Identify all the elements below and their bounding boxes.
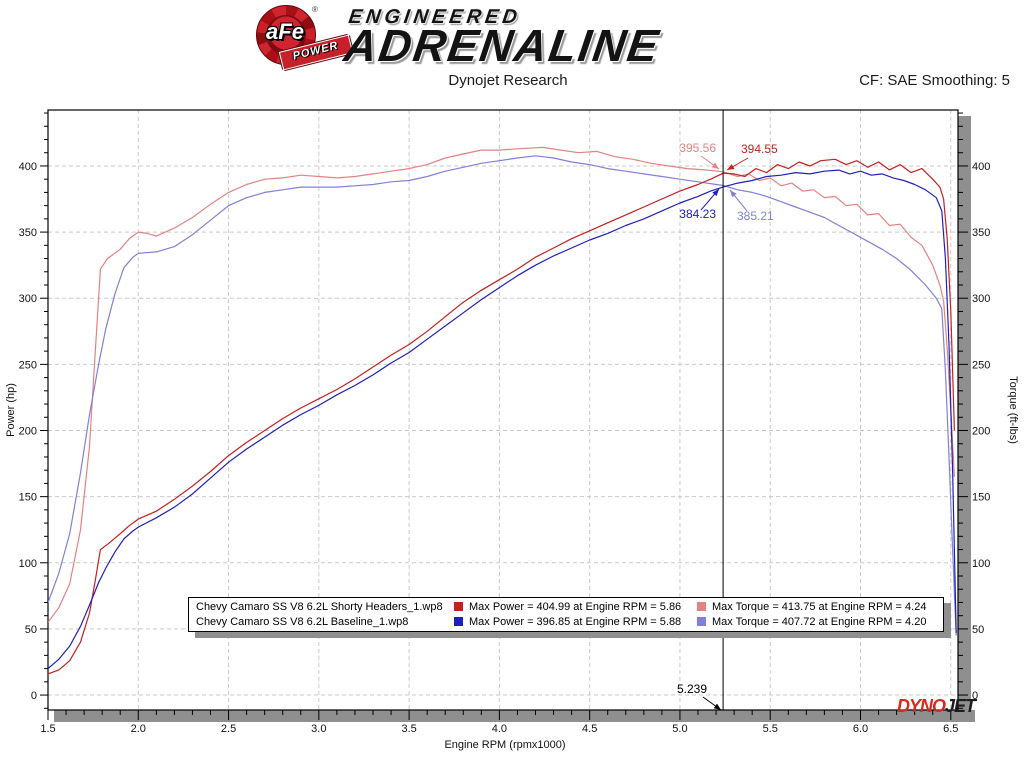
svg-text:150: 150 [19, 492, 37, 504]
svg-text:350: 350 [19, 227, 37, 239]
afe-power-logo: aFe ® POWER [256, 5, 356, 71]
axis-ticks [40, 112, 968, 720]
legend-max-torque: Max Torque = 413.75 at Engine RPM = 4.24 [712, 600, 927, 613]
y-axis-title-right: Torque (ft-lbs) [1007, 376, 1019, 444]
legend-run-name: Chevy Camaro SS V8 6.2L Baseline_1.wp8 [196, 615, 409, 628]
svg-text:6.0: 6.0 [853, 723, 868, 735]
svg-text:3.0: 3.0 [311, 723, 326, 735]
curve-power_baseline [48, 169, 957, 670]
power-swatch-icon [454, 602, 463, 611]
svg-text:4.5: 4.5 [582, 723, 597, 735]
header: aFe ® POWER ENGINEERED ADRENALINE Dynoje… [0, 0, 1024, 100]
svg-text:0: 0 [31, 690, 37, 702]
svg-text:2.5: 2.5 [221, 723, 236, 735]
smoothing-label: CF: SAE Smoothing: 5 [859, 72, 1010, 89]
svg-text:50: 50 [972, 624, 984, 636]
brand-line-adrenaline: ADRENALINE [341, 20, 664, 71]
svg-text:400: 400 [19, 161, 37, 173]
legend-row: Chevy Camaro SS V8 6.2L Shorty Headers_1… [189, 599, 943, 614]
svg-text:100: 100 [19, 558, 37, 570]
legend-max-power: Max Power = 404.99 at Engine RPM = 5.86 [469, 600, 682, 613]
svg-text:3.5: 3.5 [401, 723, 416, 735]
chart-title: Dynojet Research [448, 72, 568, 89]
power-swatch-icon [454, 617, 463, 626]
svg-text:0: 0 [972, 690, 978, 702]
series-curves [48, 146, 957, 675]
dynojet-logo: DYNOJET [897, 696, 979, 716]
svg-text:2.0: 2.0 [131, 723, 146, 735]
svg-text:250: 250 [19, 359, 37, 371]
svg-text:DYNOJET: DYNOJET [897, 696, 978, 716]
plot-border [47, 109, 959, 711]
annotation-label: 384.23 [679, 207, 716, 221]
curve-torque_shorty [48, 146, 955, 623]
legend-run-name: Chevy Camaro SS V8 6.2L Shorty Headers_1… [196, 600, 443, 613]
annotation-label: 5.239 [677, 682, 707, 696]
curve-power_shorty [48, 158, 955, 675]
svg-text:200: 200 [19, 426, 37, 438]
plot-shadow-right [958, 116, 971, 722]
tick-labels: 0 0 50 50 100 100 150 150 200 200 250 250 300 300 350 3… [19, 161, 991, 735]
annotation-label: 395.56 [679, 141, 716, 155]
legend-max-power: Max Power = 396.85 at Engine RPM = 5.88 [469, 615, 682, 628]
svg-text:300: 300 [19, 293, 37, 305]
svg-text:50: 50 [25, 624, 37, 636]
annotation-label: 385.21 [737, 209, 774, 223]
plot-shadow-bottom [54, 710, 975, 722]
legend-row: Chevy Camaro SS V8 6.2L Baseline_1.wp8 Ma… [189, 614, 943, 629]
svg-text:1.5: 1.5 [40, 723, 55, 735]
legend-box: Chevy Camaro SS V8 6.2L Shorty Headers_1… [188, 597, 944, 632]
svg-text:6.5: 6.5 [943, 723, 958, 735]
svg-text:4.0: 4.0 [492, 723, 507, 735]
legend-max-torque: Max Torque = 407.72 at Engine RPM = 4.20 [712, 615, 927, 628]
svg-text:250: 250 [972, 359, 990, 371]
torque-swatch-icon [697, 617, 706, 626]
x-axis-title: Engine RPM (rpmx1000) [444, 739, 565, 751]
annotation-label: 394.55 [741, 142, 778, 156]
svg-text:200: 200 [972, 426, 990, 438]
afe-logo-text: aFe [266, 19, 304, 44]
svg-text:400: 400 [972, 161, 990, 173]
registered-mark: ® [312, 5, 318, 14]
curve-torque_baseline [48, 155, 957, 636]
svg-text:300: 300 [972, 293, 990, 305]
svg-text:100: 100 [972, 558, 990, 570]
torque-swatch-icon [697, 602, 706, 611]
svg-text:150: 150 [972, 492, 990, 504]
svg-text:5.5: 5.5 [763, 723, 778, 735]
svg-text:5.0: 5.0 [672, 723, 687, 735]
svg-text:350: 350 [972, 227, 990, 239]
y-axis-title-left: Power (hp) [5, 383, 17, 437]
brand-wordmark: ENGINEERED ADRENALINE [341, 6, 665, 71]
annotations: 395.56 394.55 384.23 385.21 5.239 [677, 141, 778, 711]
